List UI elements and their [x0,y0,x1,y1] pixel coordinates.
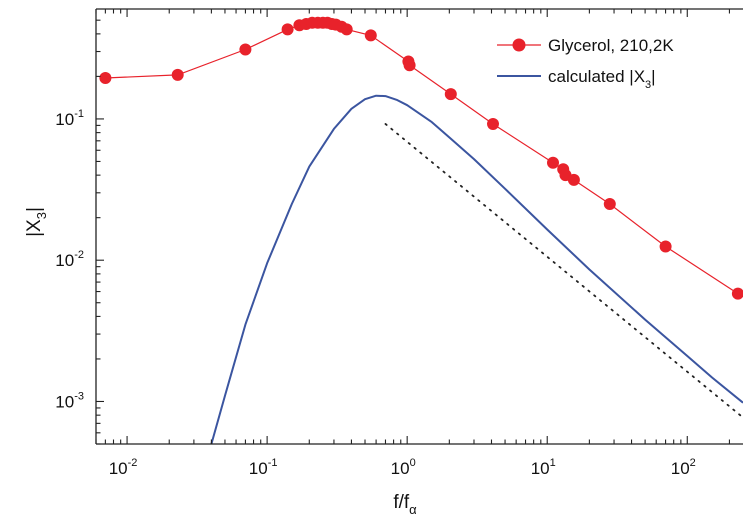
glycerol-data-point [364,29,377,42]
x-tick-label-exp: 2 [690,457,696,469]
glycerol-data-point [99,72,112,84]
glycerol-data-point [547,156,559,169]
glycerol-data-point [444,88,457,101]
x-tick-label: 10-2 [109,457,138,478]
series-calculated-line [210,94,743,444]
series-guide-dotted-line [384,123,743,419]
y-axis-label-post: | [24,207,45,212]
glycerol-data-point [659,240,672,253]
x-tick-label-base: 10 [109,459,128,478]
x-tick-label-exp: -1 [268,457,278,469]
legend-glycerol-label: Glycerol, 210,2K [548,36,674,55]
x-tick-label-base: 10 [671,459,690,478]
glycerol-data-point [731,287,743,300]
x-tick-label-exp: -2 [128,457,138,469]
y-tick-label-base: 10 [55,251,74,270]
y-tick-label-exp: -1 [74,108,84,120]
x-tick-label: 10-1 [249,457,278,478]
y-tick-label-base: 10 [55,110,74,129]
glycerol-data-point [340,23,353,36]
y-tick-label-base: 10 [55,392,74,411]
glycerol-data-point [281,23,294,36]
y-tick-label: 10-3 [55,390,84,411]
y-axis-label: |X3| [24,207,49,237]
x-tick-label-base: 10 [531,459,550,478]
glycerol-data-point [171,68,184,81]
legend-calculated-label-main: calculated |X [548,67,645,86]
glycerol-data-point [487,118,499,130]
y-tick-label: 10-2 [55,249,84,270]
x-tick-label-base: 10 [391,459,410,478]
legend-calculated-label-sub: 3 [645,79,651,91]
x-tick-label: 101 [531,457,556,478]
y-axis-label-sub: 3 [34,212,49,219]
legend: Glycerol, 210,2K calculated |X3| [497,36,674,91]
x-tick-label-exp: 1 [550,457,556,469]
x-tick-label: 100 [391,457,416,478]
legend-calculated-label: calculated |X3| [548,67,656,91]
y-tick-label-exp: -2 [74,249,84,261]
y-tick-label: 10-1 [55,108,84,129]
glycerol-data-point [567,173,580,186]
series-glycerol-line [105,22,739,295]
legend-glycerol-marker [512,38,526,52]
glycerol-data-point [603,198,616,210]
x-tick-label-base: 10 [249,459,268,478]
x-axis-label-main: f/f [393,492,410,513]
glycerol-data-point [239,43,252,56]
x-tick-label: 102 [671,457,696,478]
y-tick-label-exp: -3 [74,390,84,402]
x-axis-label-sub: α [409,502,417,517]
series-layer [99,16,743,444]
y-axis-label-pre: |X [24,219,45,237]
x-tick-label-exp: 0 [410,457,416,469]
legend-calculated-label-post: | [651,67,655,86]
glycerol-data-point [403,59,416,72]
x-axis-label: f/fα [393,492,417,517]
